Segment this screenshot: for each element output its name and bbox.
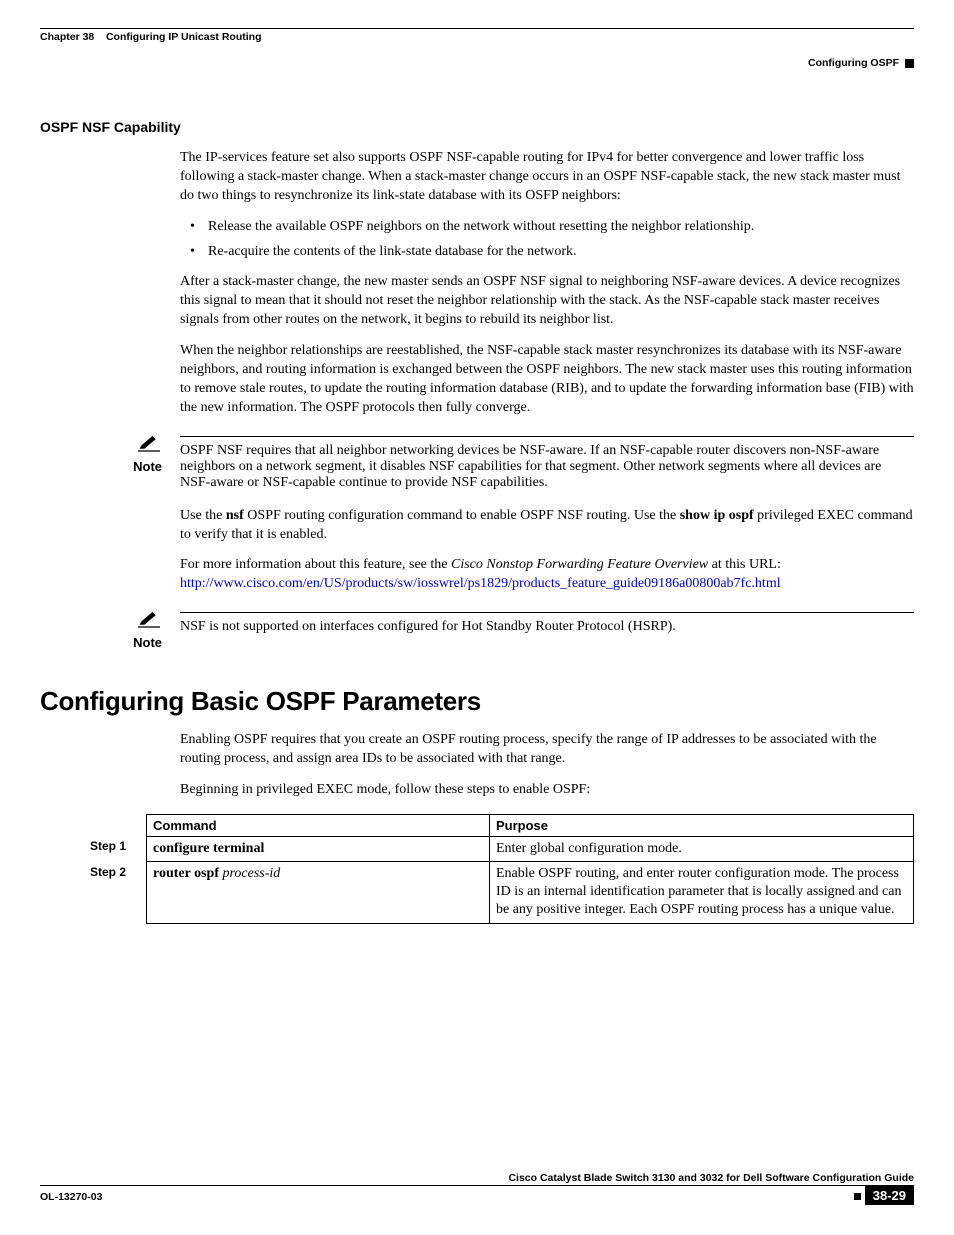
note-rule: [180, 436, 914, 437]
table-row: Step 2 router ospf process-id Enable OSP…: [90, 862, 914, 924]
table-header-purpose: Purpose: [490, 814, 914, 836]
table-header-command: Command: [147, 814, 490, 836]
body-paragraph: Use the nsf OSPF routing configuration c…: [180, 507, 914, 545]
note-text: NSF is not supported on interfaces confi…: [180, 619, 914, 635]
note-text: OSPF NSF requires that all neighbor netw…: [180, 443, 914, 491]
chapter-line: Chapter 38 Configuring IP Unicast Routin…: [40, 31, 914, 43]
body-paragraph: After a stack-master change, the new mas…: [180, 273, 914, 330]
note-rule: [180, 612, 914, 613]
footer-page-number: 38-29: [865, 1186, 914, 1205]
note-label: Note: [133, 635, 162, 650]
table-row: Step 1 configure terminal Enter global c…: [90, 836, 914, 861]
section-name: Configuring OSPF: [808, 57, 899, 69]
note-icon: [138, 436, 162, 457]
purpose-cell: Enter global configuration mode.: [490, 836, 914, 861]
table-header-step: [90, 814, 147, 836]
bullet-list: Release the available OSPF neighbors on …: [180, 218, 914, 262]
command-cell: configure terminal: [147, 836, 490, 861]
list-item: Re-acquire the contents of the link-stat…: [180, 243, 914, 262]
body-paragraph: The IP-services feature set also support…: [180, 149, 914, 206]
body-paragraph: Enabling OSPF requires that you create a…: [180, 731, 914, 769]
body-paragraph: For more information about this feature,…: [180, 556, 914, 594]
list-item: Release the available OSPF neighbors on …: [180, 218, 914, 237]
note-label: Note: [133, 459, 162, 474]
step-label: Step 1: [90, 836, 147, 861]
header-square-icon: [905, 59, 914, 68]
header-section: Configuring OSPF: [40, 57, 914, 69]
purpose-cell: Enable OSPF routing, and enter router co…: [490, 862, 914, 924]
step-label: Step 2: [90, 862, 147, 924]
header-rule: [40, 28, 914, 29]
config-steps-table: Command Purpose Step 1 configure termina…: [90, 814, 914, 924]
body-paragraph: When the neighbor relationships are rees…: [180, 342, 914, 418]
chapter-label: Chapter 38: [40, 31, 94, 43]
external-link[interactable]: http://www.cisco.com/en/US/products/sw/i…: [180, 576, 781, 591]
section-heading: Configuring Basic OSPF Parameters: [40, 686, 914, 717]
footer-doc-id: OL-13270-03: [40, 1191, 102, 1203]
note-icon: [138, 612, 162, 633]
body-paragraph: Beginning in privileged EXEC mode, follo…: [180, 781, 914, 800]
command-cell: router ospf process-id: [147, 862, 490, 924]
page-footer: Cisco Catalyst Blade Switch 3130 and 303…: [40, 1172, 914, 1205]
chapter-title: Configuring IP Unicast Routing: [106, 31, 262, 43]
footer-book-title: Cisco Catalyst Blade Switch 3130 and 303…: [508, 1172, 914, 1184]
subsection-heading: OSPF NSF Capability: [40, 119, 914, 135]
footer-square-icon: [854, 1193, 861, 1200]
